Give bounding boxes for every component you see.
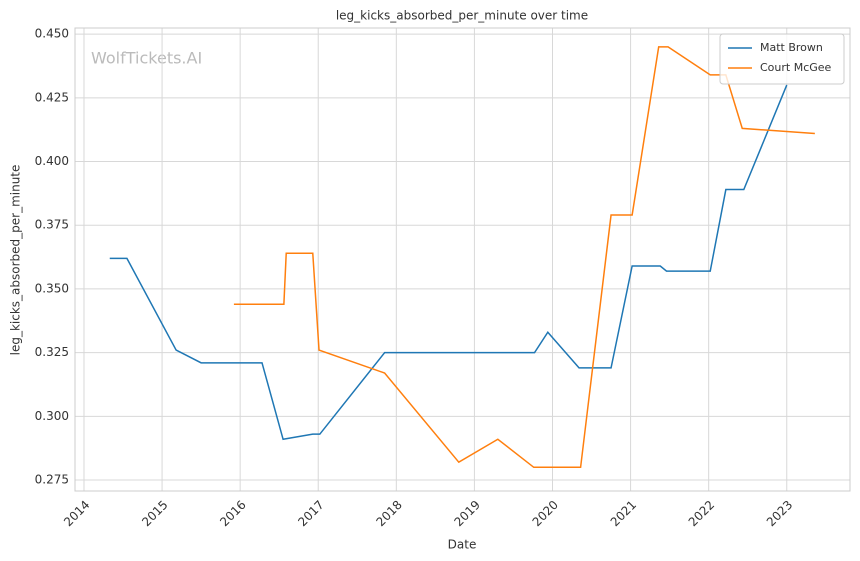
x-axis-label: Date	[448, 538, 477, 552]
plot-frame	[74, 27, 851, 492]
y-tick-label: 0.350	[35, 281, 69, 295]
y-tick-label: 0.425	[35, 90, 69, 104]
legend-label: Court McGee	[760, 61, 832, 74]
y-axis-label: leg_kicks_absorbed_per_minute	[9, 165, 23, 356]
watermark: WolfTickets.AI	[91, 49, 202, 68]
y-tick-label: 0.300	[35, 409, 69, 423]
y-tick-label: 0.400	[35, 154, 69, 168]
series-line	[109, 84, 788, 441]
y-tick-label: 0.325	[35, 345, 69, 359]
y-tick-label: 0.450	[35, 27, 69, 41]
series-line	[233, 46, 815, 469]
y-tick-label: 0.275	[35, 473, 69, 487]
legend-label: Matt Brown	[760, 41, 823, 54]
legend-box	[719, 33, 845, 85]
chart-title: leg_kicks_absorbed_per_minute over time	[336, 9, 588, 23]
y-tick-label: 0.375	[35, 218, 69, 232]
